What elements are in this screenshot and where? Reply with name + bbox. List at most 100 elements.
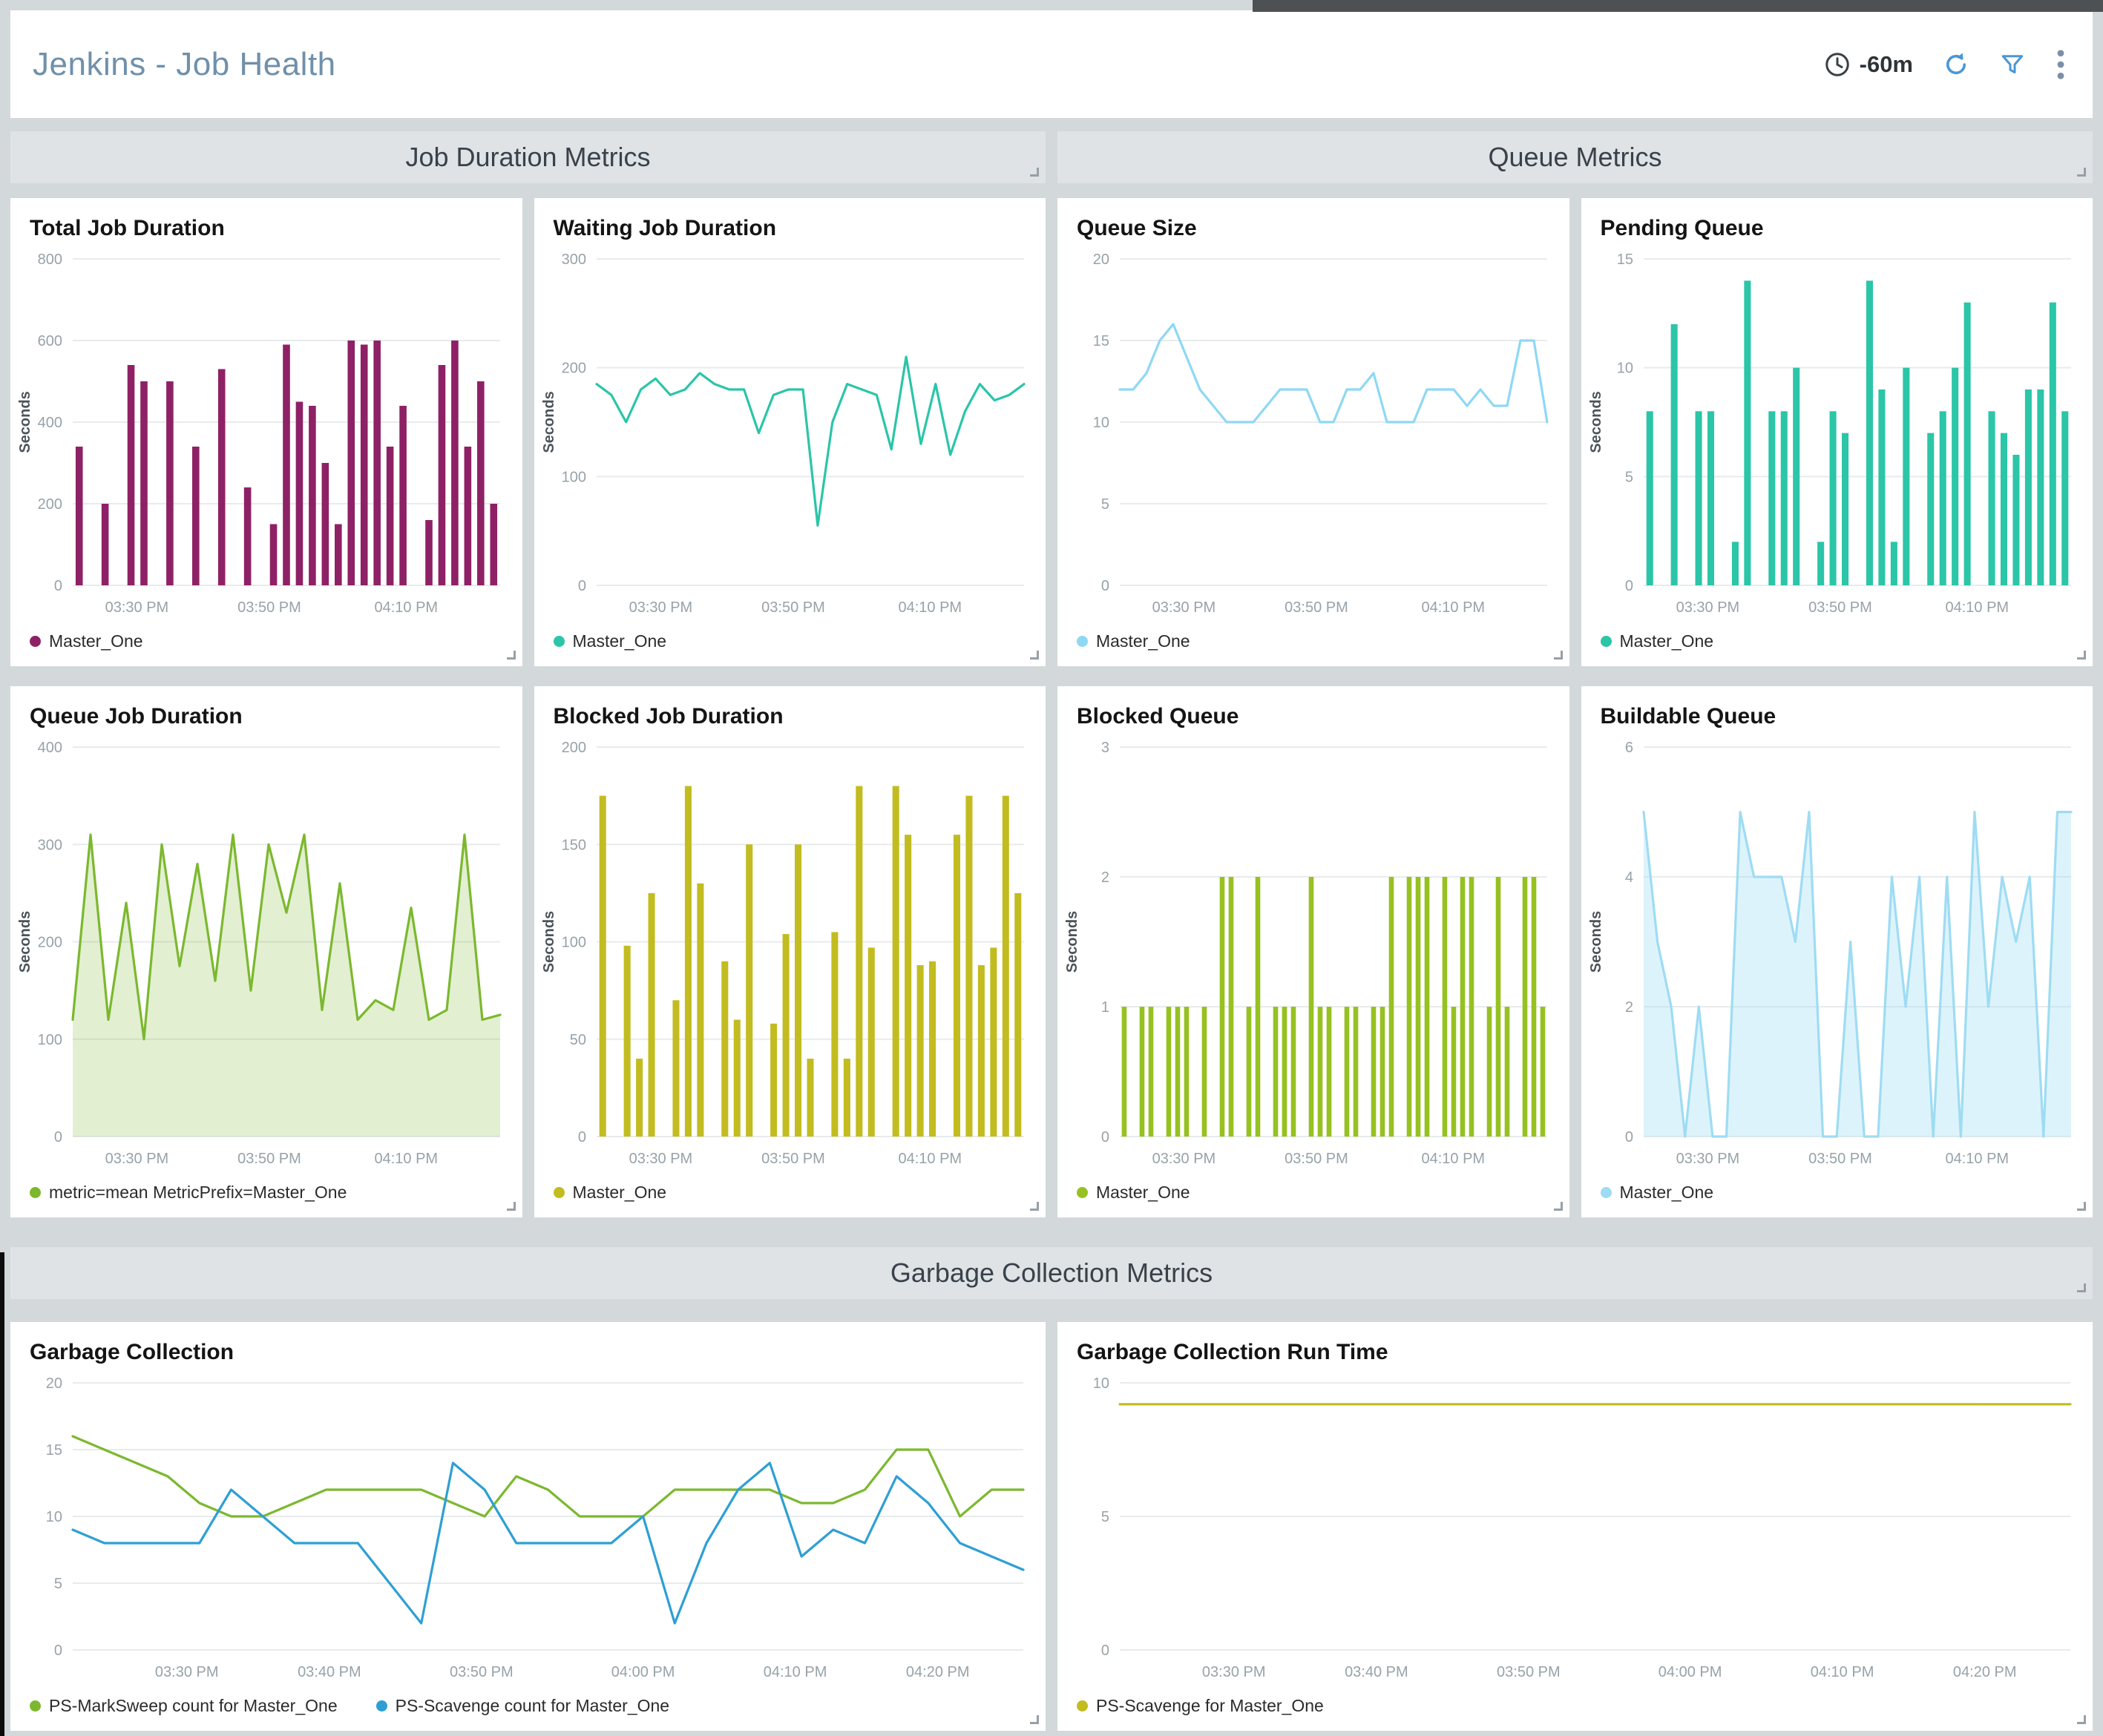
svg-text:04:10 PM: 04:10 PM	[374, 1151, 438, 1167]
svg-text:04:10 PM: 04:10 PM	[898, 1151, 962, 1167]
svg-text:10: 10	[1616, 361, 1633, 377]
svg-text:0: 0	[1101, 578, 1109, 594]
panel-row-3: Garbage Collection 0 5 10 15 20 03:30 PM 03:40…	[10, 1322, 2093, 1731]
kebab-menu-icon	[2057, 49, 2064, 79]
time-range-control[interactable]: -60m	[1824, 51, 1913, 78]
legend-dot	[553, 1187, 565, 1198]
chart-queue-job-duration[interactable]: 0 100 200 300 400 03:30 PM 03:50 PM 04:10 PM Sec…	[10, 735, 522, 1178]
resize-corner[interactable]	[2077, 168, 2086, 177]
section-garbage-collection-metrics[interactable]: Garbage Collection Metrics	[10, 1247, 2093, 1299]
panel-title: Pending Queue	[1600, 216, 1764, 240]
legend-dot	[30, 1700, 41, 1712]
panel-garbage-collection-run-time: Garbage Collection Run Time 0 5 10 03:30 PM…	[1057, 1322, 2093, 1731]
svg-text:0: 0	[54, 1129, 62, 1145]
svg-text:0: 0	[577, 578, 585, 594]
resize-corner[interactable]	[2077, 1202, 2086, 1211]
svg-text:03:50 PM: 03:50 PM	[761, 599, 825, 616]
svg-text:15: 15	[1616, 251, 1633, 268]
dashboard-header: Jenkins - Job Health -60m	[10, 10, 2093, 118]
chart-blocked-job-duration[interactable]: 0 50 100 150 200 03:30 PM 03:50 PM 04:10 PM Seco…	[534, 735, 1046, 1178]
resize-corner[interactable]	[1030, 651, 1039, 660]
svg-text:03:50 PM: 03:50 PM	[237, 599, 301, 616]
legend-label: Master_One	[572, 631, 667, 651]
legend-item[interactable]: PS-MarkSweep count for Master_One	[30, 1696, 338, 1716]
legend: PS-MarkSweep count for Master_One PS-Scav…	[10, 1691, 1046, 1731]
legend: PS-Scavenge for Master_One	[1057, 1691, 2093, 1731]
chart-garbage-collection[interactable]: 0 5 10 15 20 03:30 PM 03:40 PM 03:50 PM 04:00 PM…	[10, 1371, 1046, 1691]
panel-buildable-queue: Buildable Queue 0 2 4 6 03:30 PM 03:50 PM 04:1…	[1581, 686, 2093, 1217]
svg-text:100: 100	[561, 935, 585, 951]
panel-row-2: Queue Job Duration 0 100 200 300 400 03:30 PM…	[10, 686, 2093, 1217]
resize-corner[interactable]	[2077, 1283, 2086, 1292]
svg-text:03:30 PM: 03:30 PM	[629, 599, 692, 616]
svg-text:04:10 PM: 04:10 PM	[1421, 599, 1485, 616]
resize-corner[interactable]	[1030, 1715, 1039, 1724]
legend-item[interactable]: Master_One	[1077, 1183, 1190, 1203]
legend: Master_One	[10, 627, 522, 666]
resize-corner[interactable]	[1030, 168, 1039, 177]
legend-label: PS-Scavenge for Master_One	[1096, 1696, 1324, 1715]
svg-text:200: 200	[561, 740, 585, 756]
svg-text:03:30 PM: 03:30 PM	[105, 1151, 169, 1167]
legend-item[interactable]: Master_One	[30, 631, 143, 651]
legend-dot	[1077, 1187, 1088, 1198]
top-strip	[1253, 0, 2103, 12]
refresh-button[interactable]	[1943, 51, 1969, 78]
resize-corner[interactable]	[2077, 1715, 2086, 1724]
legend-dot	[1077, 636, 1088, 647]
svg-text:03:50 PM: 03:50 PM	[450, 1664, 514, 1680]
time-range-value: -60m	[1859, 50, 1913, 77]
legend-item[interactable]: Master_One	[553, 1183, 666, 1203]
svg-text:600: 600	[38, 333, 62, 349]
svg-text:200: 200	[38, 935, 62, 951]
svg-text:0: 0	[54, 1643, 62, 1659]
svg-text:03:30 PM: 03:30 PM	[1202, 1664, 1266, 1680]
chart-total-job-duration[interactable]: 0 200 400 600 800 03:30 PM 03:50 PM 04:10 PM Sec…	[10, 247, 522, 627]
legend-item[interactable]: Master_One	[1600, 631, 1713, 651]
header-actions: -60m	[1824, 48, 2066, 81]
filter-button[interactable]	[1999, 51, 2026, 78]
chart-queue-size[interactable]: 0 5 10 15 20 03:30 PM 03:50 PM 04:10 PM	[1057, 247, 1569, 627]
legend-label: PS-MarkSweep count for Master_One	[49, 1696, 338, 1715]
chart-blocked-queue[interactable]: 0 1 2 3 03:30 PM 03:50 PM 04:10 PM Seconds	[1057, 735, 1569, 1178]
chart-pending-queue[interactable]: 0 5 10 15 03:30 PM 03:50 PM 04:10 PM Seconds	[1581, 247, 2093, 627]
refresh-icon	[1946, 52, 1966, 74]
svg-text:03:50 PM: 03:50 PM	[237, 1151, 301, 1167]
resize-corner[interactable]	[1553, 1202, 1563, 1211]
section-queue-metrics[interactable]: Queue Metrics	[1057, 131, 2093, 183]
resize-corner[interactable]	[1553, 651, 1563, 660]
resize-corner[interactable]	[2077, 651, 2086, 660]
legend-item[interactable]: Master_One	[553, 631, 667, 651]
resize-corner[interactable]	[1030, 1202, 1039, 1211]
svg-text:03:30 PM: 03:30 PM	[1676, 599, 1739, 616]
chart-waiting-job-duration[interactable]: 0 100 200 300 03:30 PM 03:50 PM 04:10 PM Second…	[534, 247, 1046, 627]
resize-corner[interactable]	[506, 1202, 516, 1211]
more-menu-button[interactable]	[2056, 48, 2066, 81]
legend-item[interactable]: PS-Scavenge for Master_One	[1077, 1696, 1324, 1716]
legend-dot	[375, 1700, 387, 1712]
legend: Master_One	[1057, 1178, 1569, 1217]
legend-item[interactable]: Master_One	[1600, 1183, 1713, 1203]
chart-garbage-collection-run-time[interactable]: 0 5 10 03:30 PM 03:40 PM 03:50 PM 04:00 PM 04:1…	[1057, 1371, 2093, 1691]
svg-text:04:10 PM: 04:10 PM	[764, 1664, 827, 1680]
legend-item[interactable]: PS-Scavenge count for Master_One	[375, 1696, 670, 1716]
chart-buildable-queue[interactable]: 0 2 4 6 03:30 PM 03:50 PM 04:10 PM Seconds	[1581, 735, 2093, 1178]
legend-item[interactable]: metric=mean MetricPrefix=Master_One	[30, 1183, 347, 1203]
legend-label: Master_One	[49, 631, 143, 651]
panel-title: Total Job Duration	[30, 216, 225, 240]
svg-text:03:50 PM: 03:50 PM	[1497, 1664, 1561, 1680]
legend-item[interactable]: Master_One	[1077, 631, 1190, 651]
svg-text:03:30 PM: 03:30 PM	[105, 599, 169, 616]
svg-text:Seconds: Seconds	[1588, 911, 1604, 973]
legend-dot	[30, 1187, 41, 1198]
section-label: Job Duration Metrics	[405, 142, 651, 172]
panel-title: Garbage Collection	[30, 1340, 234, 1364]
left-accent-bar	[0, 1252, 4, 1736]
legend-label: PS-Scavenge count for Master_One	[395, 1696, 670, 1715]
resize-corner[interactable]	[506, 651, 516, 660]
legend-dot	[1600, 1187, 1612, 1198]
section-job-duration-metrics[interactable]: Job Duration Metrics	[10, 131, 1046, 183]
section-label: Garbage Collection Metrics	[890, 1257, 1213, 1288]
panel-title: Blocked Job Duration	[553, 704, 784, 729]
section-label: Queue Metrics	[1488, 142, 1662, 172]
